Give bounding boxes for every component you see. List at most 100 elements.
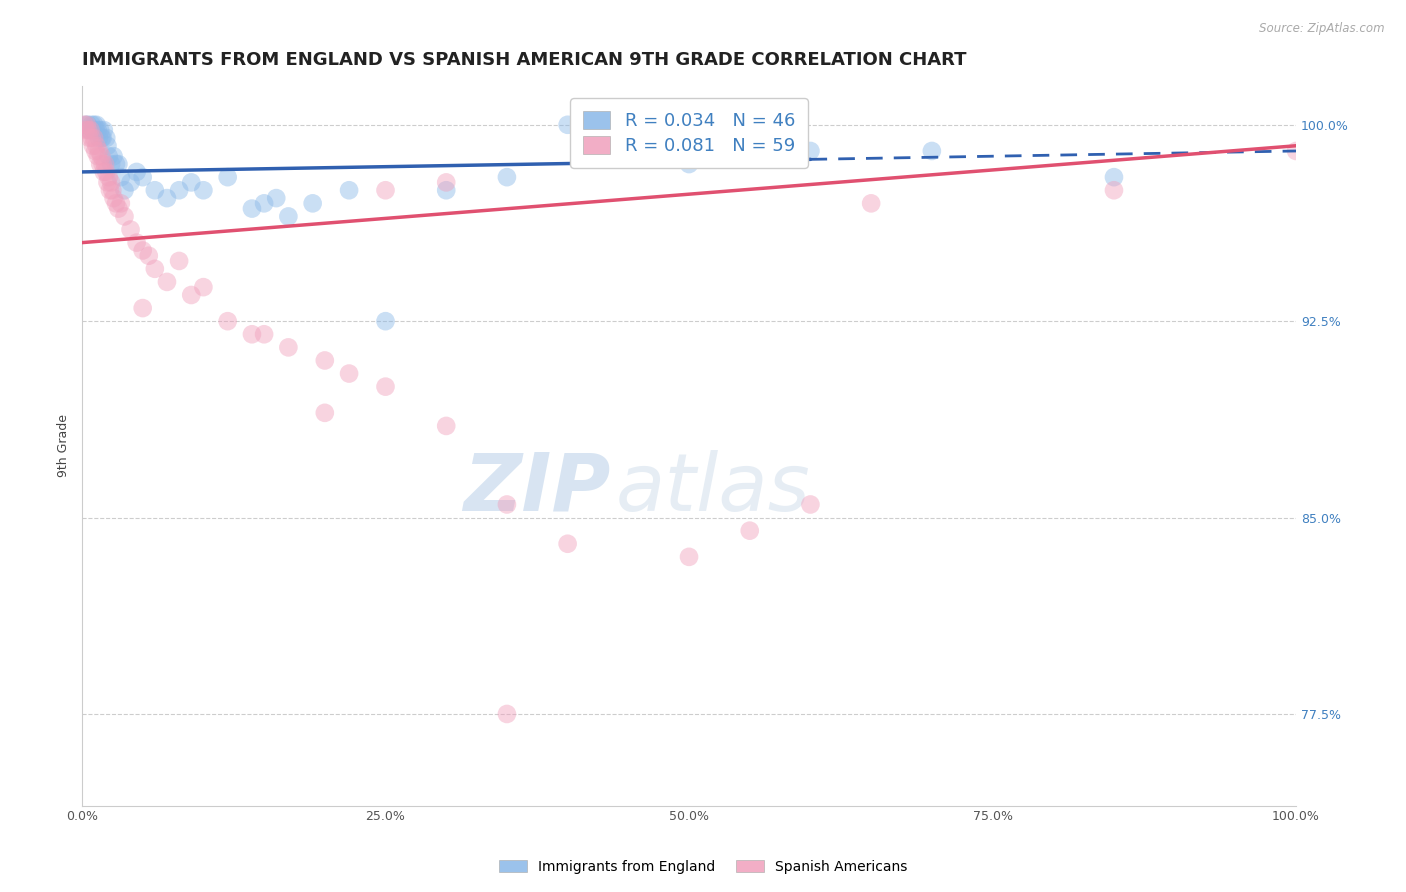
Point <box>101 183 124 197</box>
Point <box>93 123 115 137</box>
Point <box>557 537 579 551</box>
Point <box>114 183 136 197</box>
Point <box>337 367 360 381</box>
Point <box>94 157 117 171</box>
Text: atlas: atlas <box>616 450 811 528</box>
Point <box>103 191 125 205</box>
Point <box>86 118 108 132</box>
Point <box>277 210 299 224</box>
Point <box>496 170 519 185</box>
Point <box>860 196 883 211</box>
Text: ZIP: ZIP <box>463 450 610 528</box>
Point <box>104 196 127 211</box>
Point <box>77 123 100 137</box>
Point <box>217 170 239 185</box>
Point <box>799 144 821 158</box>
Point <box>496 706 519 721</box>
Point <box>114 210 136 224</box>
Point <box>77 118 100 132</box>
Point <box>240 327 263 342</box>
Point <box>83 118 105 132</box>
Text: Source: ZipAtlas.com: Source: ZipAtlas.com <box>1260 22 1385 36</box>
Point <box>143 183 166 197</box>
Point <box>89 123 111 137</box>
Point <box>75 123 97 137</box>
Point <box>84 144 107 158</box>
Point <box>314 353 336 368</box>
Point <box>87 131 110 145</box>
Point <box>253 196 276 211</box>
Point <box>314 406 336 420</box>
Point <box>110 196 132 211</box>
Point <box>434 175 457 189</box>
Point <box>87 149 110 163</box>
Legend: R = 0.034   N = 46, R = 0.081   N = 59: R = 0.034 N = 46, R = 0.081 N = 59 <box>571 98 807 168</box>
Point <box>374 314 396 328</box>
Point <box>1102 183 1125 197</box>
Point <box>240 202 263 216</box>
Point <box>557 118 579 132</box>
Point <box>80 131 103 145</box>
Point <box>496 498 519 512</box>
Point <box>374 379 396 393</box>
Point <box>264 191 287 205</box>
Point <box>1102 170 1125 185</box>
Point <box>138 249 160 263</box>
Text: IMMIGRANTS FROM ENGLAND VS SPANISH AMERICAN 9TH GRADE CORRELATION CHART: IMMIGRANTS FROM ENGLAND VS SPANISH AMERI… <box>82 51 966 69</box>
Point <box>76 118 98 132</box>
Point <box>100 157 122 171</box>
Point <box>79 123 101 137</box>
Point <box>156 191 179 205</box>
Point <box>120 175 142 189</box>
Point <box>100 175 122 189</box>
Point <box>96 138 118 153</box>
Point <box>434 183 457 197</box>
Point <box>253 327 276 342</box>
Point <box>799 498 821 512</box>
Point <box>125 235 148 250</box>
Point <box>97 170 120 185</box>
Point <box>80 118 103 132</box>
Point <box>193 280 215 294</box>
Point <box>921 144 943 158</box>
Point <box>143 261 166 276</box>
Point <box>678 157 700 171</box>
Point <box>86 138 108 153</box>
Point <box>277 340 299 354</box>
Point <box>131 244 153 258</box>
Point <box>1285 144 1308 158</box>
Point <box>120 222 142 236</box>
Point <box>434 418 457 433</box>
Point <box>96 131 118 145</box>
Point <box>87 144 110 158</box>
Y-axis label: 9th Grade: 9th Grade <box>58 414 70 477</box>
Point <box>89 157 111 171</box>
Point <box>91 131 114 145</box>
Point <box>337 183 360 197</box>
Point <box>110 170 132 185</box>
Point <box>107 202 129 216</box>
Point <box>167 183 190 197</box>
Point <box>167 254 190 268</box>
Point <box>82 123 104 137</box>
Point <box>156 275 179 289</box>
Point <box>90 131 112 145</box>
Point <box>678 549 700 564</box>
Point <box>301 196 323 211</box>
Legend: Immigrants from England, Spanish Americans: Immigrants from England, Spanish America… <box>492 853 914 880</box>
Point <box>180 288 202 302</box>
Point <box>98 183 121 197</box>
Point <box>180 175 202 189</box>
Point <box>77 123 100 137</box>
Point <box>97 149 120 163</box>
Point <box>87 123 110 137</box>
Point <box>84 123 107 137</box>
Point <box>131 301 153 315</box>
Point <box>104 157 127 171</box>
Point <box>217 314 239 328</box>
Point <box>193 183 215 197</box>
Point <box>82 138 104 153</box>
Point <box>131 170 153 185</box>
Point <box>96 175 118 189</box>
Point <box>738 524 761 538</box>
